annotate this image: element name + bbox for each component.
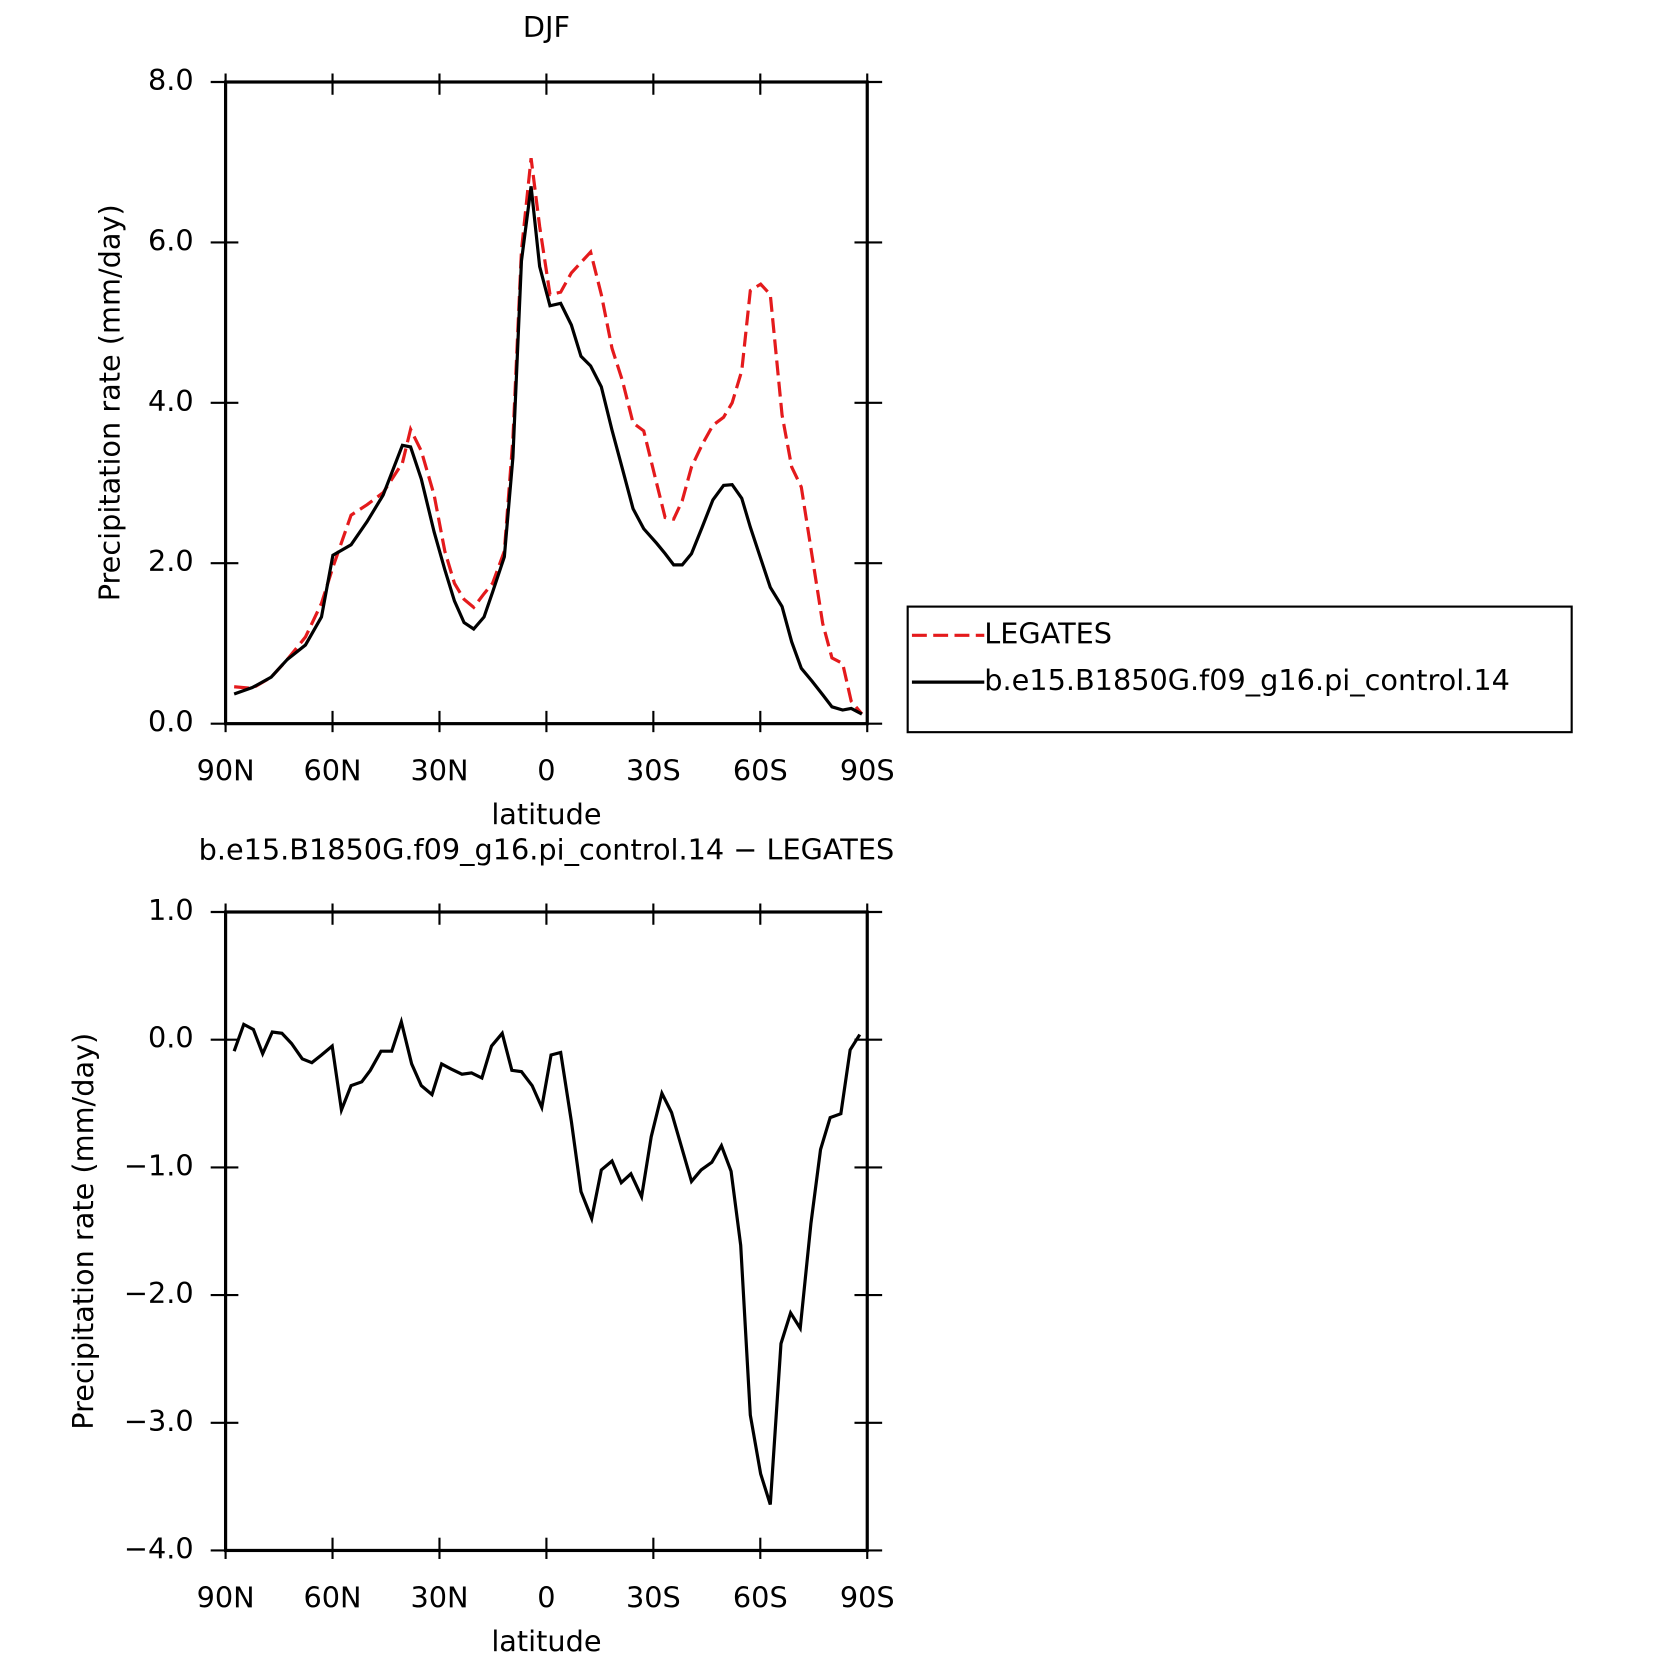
chart-title: b.e15.B1850G.f09_g16.pi_control.14 − LEG… [199, 832, 895, 866]
legend-box [906, 605, 1573, 734]
y-tick-label: −4.0 [124, 1531, 194, 1565]
x-axis-label: latitude [491, 797, 601, 831]
x-tick-label: 30S [626, 1580, 681, 1614]
data-line [233, 186, 863, 716]
y-tick-label: −1.0 [124, 1148, 194, 1182]
plot-frame [223, 80, 869, 726]
y-tick-label: −2.0 [124, 1276, 194, 1310]
y-tick-label: 2.0 [148, 544, 194, 578]
plot-frame [223, 910, 869, 1553]
y-tick-label: 6.0 [148, 223, 194, 257]
y-axis-label: Precipitation rate (mm/day) [93, 204, 127, 601]
x-axis-label: latitude [491, 1624, 601, 1658]
x-tick-label: 90N [197, 754, 255, 788]
x-tick-label: 60N [304, 1580, 362, 1614]
y-tick-label: −3.0 [124, 1404, 194, 1438]
x-tick-label: 90S [840, 754, 895, 788]
x-tick-label: 30N [410, 1580, 468, 1614]
x-tick-label: 30N [410, 754, 468, 788]
y-tick-label: 1.0 [148, 893, 194, 927]
x-tick-label: 60S [733, 754, 788, 788]
y-tick-label: 0.0 [148, 1021, 194, 1055]
legend-label: LEGATES [984, 616, 1112, 650]
y-axis-label: Precipitation rate (mm/day) [66, 1033, 100, 1430]
x-tick-label: 60S [733, 1580, 788, 1614]
x-tick-label: 0 [537, 754, 555, 788]
data-line [232, 1016, 862, 1505]
x-tick-label: 90S [840, 1580, 895, 1614]
x-tick-label: 60N [304, 754, 362, 788]
y-tick-label: 0.0 [148, 705, 194, 739]
legend-label: b.e15.B1850G.f09_g16.pi_control.14 [984, 663, 1510, 697]
data-line [234, 157, 864, 716]
x-tick-label: 0 [537, 1580, 555, 1614]
x-tick-label: 30S [626, 754, 681, 788]
y-tick-label: 8.0 [148, 63, 194, 97]
chart-title: DJF [523, 10, 570, 44]
y-tick-label: 4.0 [148, 384, 194, 418]
x-tick-label: 90N [197, 1580, 255, 1614]
